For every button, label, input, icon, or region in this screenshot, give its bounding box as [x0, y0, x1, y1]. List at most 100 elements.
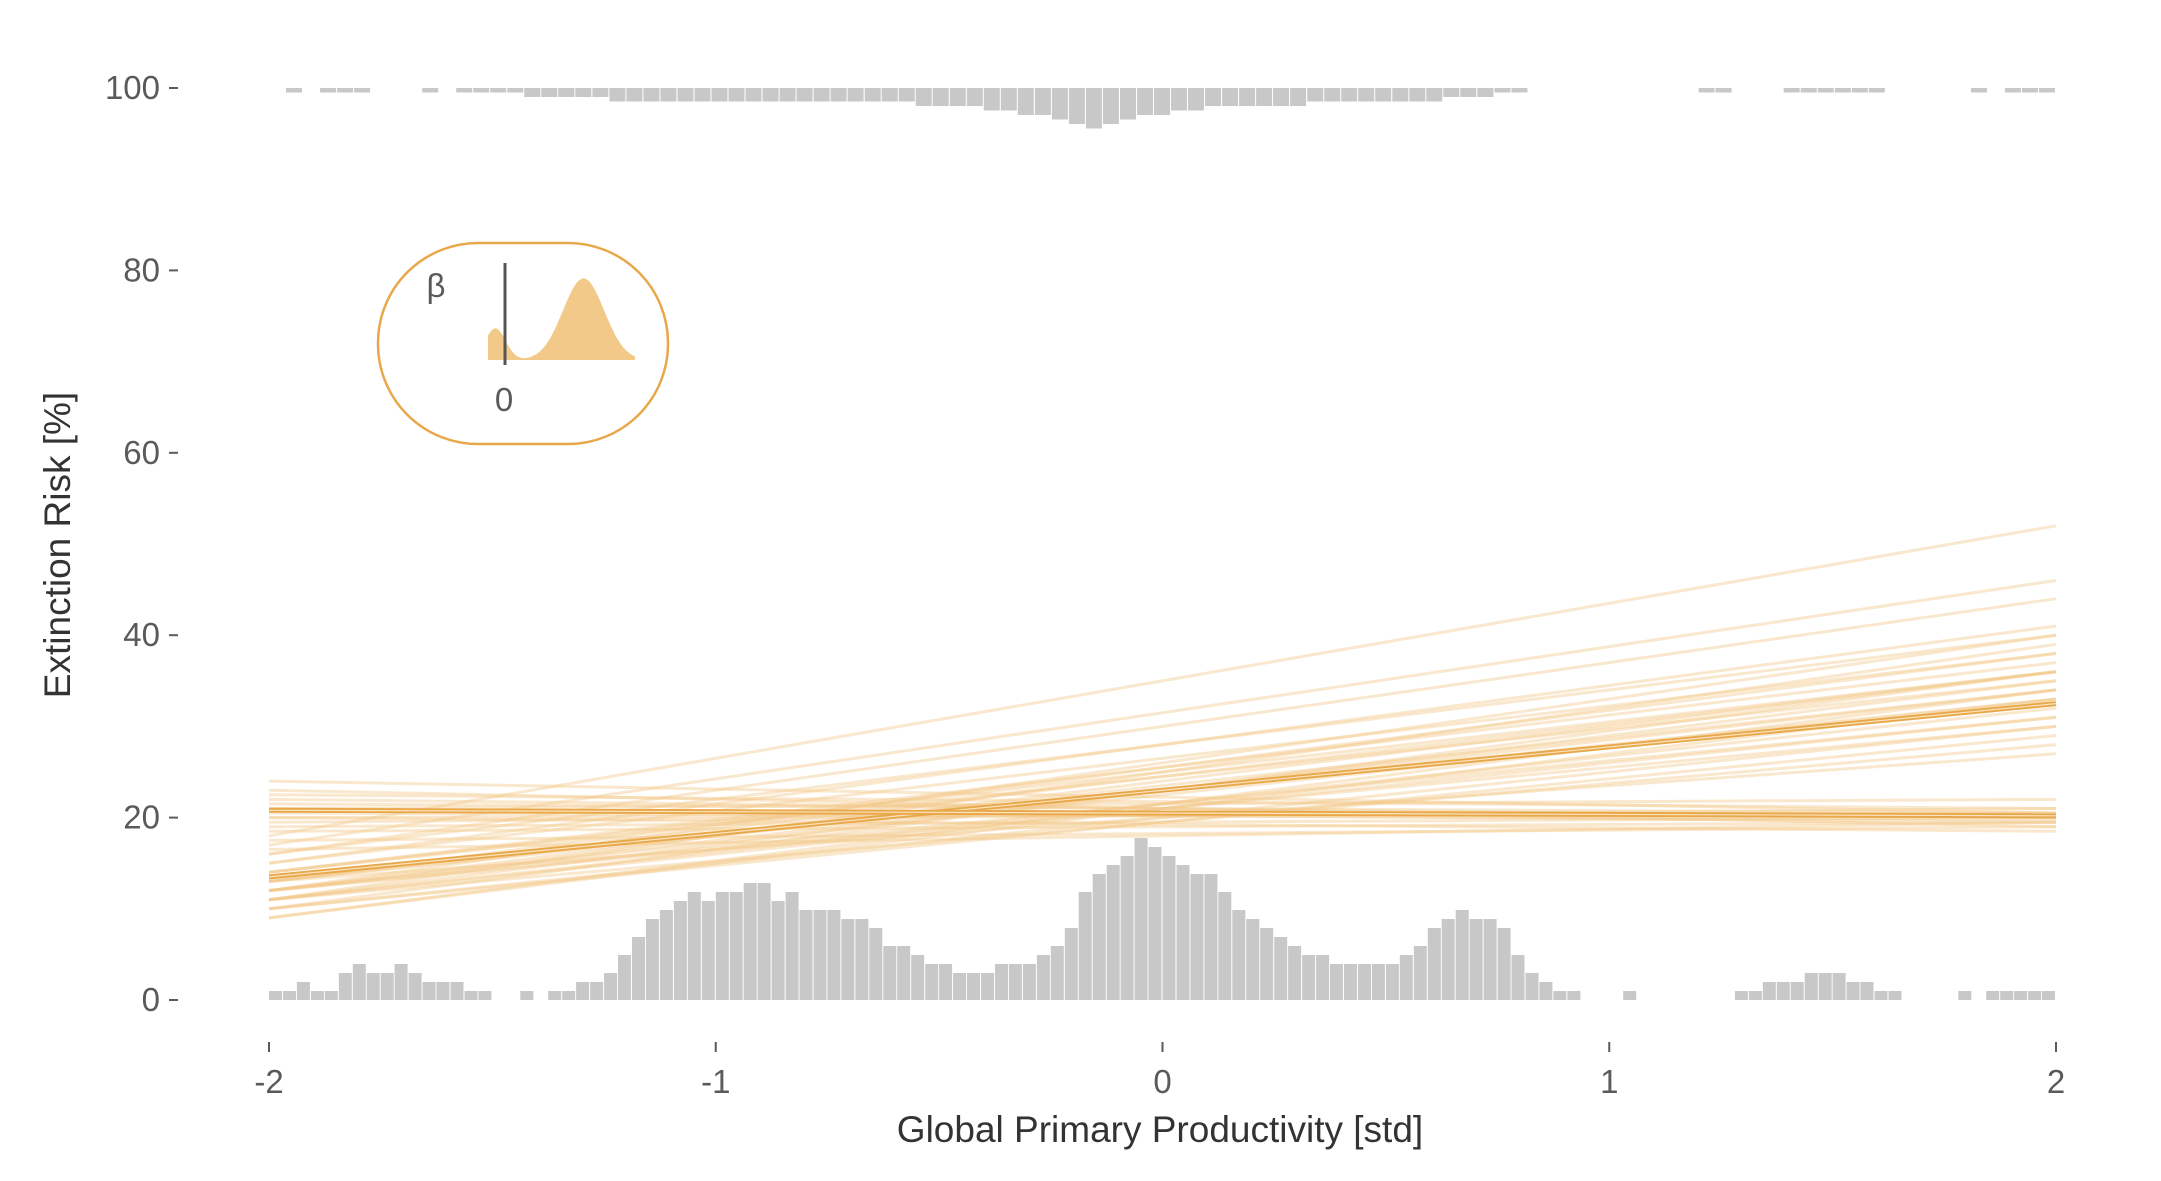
rug-bottom-bar-69	[1232, 910, 1246, 1000]
posterior-draw-26	[268, 651, 2057, 865]
rug-bottom-bar-36	[771, 901, 785, 1000]
rug-bottom-bar-2	[296, 982, 310, 1000]
posterior-draw-36	[268, 811, 2057, 821]
rug-bottom-bar-126	[2028, 991, 2042, 1000]
rug-top-bar-84	[1698, 88, 1715, 93]
posterior-draw-11	[268, 661, 2057, 874]
rug-bottom-bar-108	[1776, 982, 1790, 1000]
posterior-draw-8	[268, 734, 2057, 911]
rug-bottom-bar-66	[1190, 874, 1204, 1000]
rug-bottom-bar-38	[799, 910, 813, 1000]
rug-bottom-bar-14	[464, 991, 478, 1000]
rug-bottom-bar-121	[1958, 991, 1972, 1000]
rug-top-bar-65	[1375, 88, 1392, 102]
rug-bottom-bar-33	[729, 892, 743, 1000]
rug-bottom-bar-116	[1888, 991, 1902, 1000]
y-axis-title: Extinction Risk [%]	[37, 392, 78, 698]
rug-bottom-bar-4	[324, 991, 338, 1000]
rug-bottom-bar-28	[659, 910, 673, 1000]
posterior-draw-35	[268, 802, 2057, 815]
posterior-draw-43	[268, 825, 2057, 842]
rug-bottom-bar-56	[1050, 946, 1064, 1000]
rug-top-bar-38	[915, 88, 932, 106]
rug-bottom-bar-10	[408, 973, 422, 1000]
rug-bottom-bar-9	[394, 964, 408, 1000]
rug-top-bar-93	[1851, 88, 1868, 93]
rug-bottom-bar-125	[2014, 991, 2028, 1000]
posterior-draw-5	[268, 670, 2057, 893]
rug-top-bar-71	[1477, 88, 1494, 97]
rug-top-bar-13	[490, 88, 507, 93]
inset-density-area	[488, 278, 635, 360]
rug-bottom-bar-107	[1762, 982, 1776, 1000]
rug-top-bar-46	[1051, 88, 1068, 120]
rug-bottom-bar-48	[939, 964, 953, 1000]
rug-histogram-bottom	[269, 838, 2055, 1000]
rug-bottom-bar-91	[1539, 982, 1553, 1000]
x-axis: -2 -1 0 1 2	[254, 1042, 2065, 1100]
rug-bottom-bar-21	[562, 991, 576, 1000]
rug-top-bar-91	[1817, 88, 1834, 93]
rug-top-bar-17	[558, 88, 575, 97]
rug-bottom-bar-113	[1846, 982, 1860, 1000]
rug-bottom-bar-5	[338, 973, 352, 1000]
rug-top-bar-103	[2022, 88, 2038, 93]
rug-top-bar-18	[575, 88, 592, 97]
y-tick-label-0: 0	[142, 981, 160, 1018]
rug-bottom-bar-12	[436, 982, 450, 1000]
inset-zero-tick: 0	[495, 381, 513, 418]
rug-top-bar-56	[1222, 88, 1239, 106]
rug-bottom-bar-84	[1441, 919, 1455, 1000]
rug-top-bar-69	[1443, 88, 1460, 97]
y-tick-label-20: 20	[123, 799, 160, 836]
posterior-draw-24	[268, 670, 2057, 874]
posterior-draw-20	[268, 524, 2057, 838]
rug-top-bar-62	[1324, 88, 1341, 102]
rug-bottom-bar-25	[618, 955, 631, 1000]
rug-bottom-bar-47	[925, 964, 939, 1000]
rug-bottom-bar-42	[855, 919, 869, 1000]
rug-bottom-bar-44	[883, 946, 897, 1000]
inset-frame	[376, 241, 670, 446]
rug-top-bar-15	[524, 88, 541, 97]
rug-bottom-bar-67	[1204, 874, 1218, 1000]
rug-bottom-bar-50	[967, 973, 980, 1000]
rug-bottom-bar-80	[1385, 964, 1399, 1000]
posterior-draw-19	[268, 579, 2057, 847]
rug-bottom-bar-3	[310, 991, 324, 1000]
rug-bottom-bar-41	[841, 919, 855, 1000]
rug-top-bar-23	[660, 88, 677, 102]
x-tick-label-1: -1	[701, 1063, 730, 1100]
rug-bottom-bar-89	[1511, 955, 1525, 1000]
rug-bottom-bar-23	[590, 982, 604, 1000]
x-tick-label-3: 1	[1600, 1063, 1618, 1100]
rug-top-bar-32	[813, 88, 830, 102]
rug-bottom-bar-39	[813, 910, 827, 1000]
inset-density	[488, 278, 635, 360]
rug-bottom-bar-49	[953, 973, 967, 1000]
rug-bottom-bar-65	[1176, 865, 1190, 1000]
rug-top-bar-48	[1085, 88, 1102, 129]
rug-bottom-bar-59	[1092, 874, 1106, 1000]
rug-bottom-bar-127	[2042, 991, 2055, 1000]
rug-bottom-bar-11	[422, 982, 436, 1000]
rug-top-bar-19	[592, 88, 609, 97]
rug-bottom-bar-51	[981, 973, 994, 1000]
rug-top-bar-4	[337, 88, 354, 93]
rug-top-bar-63	[1341, 88, 1358, 102]
rug-bottom-bar-58	[1078, 892, 1092, 1000]
x-tick-label-0: -2	[254, 1063, 283, 1100]
rug-bottom-bar-0	[269, 991, 282, 1000]
y-tick-label-80: 80	[123, 251, 160, 288]
posterior-draw-39	[268, 779, 2057, 815]
rug-top-bar-28	[745, 88, 762, 102]
rug-bottom-bar-105	[1734, 991, 1748, 1000]
rug-bottom-bar-34	[743, 883, 757, 1000]
rug-bottom-bar-18	[520, 991, 534, 1000]
rug-top-bar-52	[1154, 88, 1170, 115]
rug-bottom-bar-87	[1483, 919, 1497, 1000]
mean-lines	[268, 701, 2057, 880]
rug-bottom-bar-109	[1790, 982, 1804, 1000]
rug-top-bar-50	[1120, 88, 1136, 120]
x-tick-label-2: 0	[1153, 1063, 1171, 1100]
